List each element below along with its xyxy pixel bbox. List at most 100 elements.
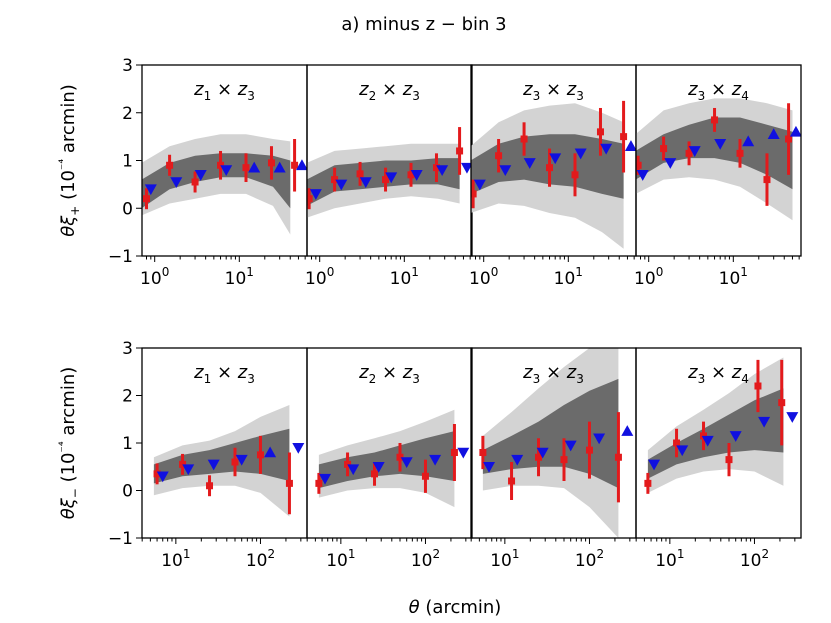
y-tick-label: −1 [108,247,133,267]
y-tick-label: 0 [122,482,133,502]
data-point [206,482,214,490]
model-point [347,464,360,476]
data-point [142,195,150,203]
y-tick-label: 0 [122,199,133,219]
y-tick-label: 1 [122,152,133,172]
model-point [648,459,661,471]
data-point [785,135,793,143]
panel-content [142,134,307,235]
x-tick-label: 101 [225,265,254,289]
panel-label-sub2: 3 [412,372,420,386]
model-point [483,461,496,473]
model-point [523,158,536,169]
x-tick-base: 10 [246,551,268,571]
data-point [242,164,250,172]
model-point [624,140,636,151]
x-tick-label: 102 [740,547,769,571]
model-point [220,165,233,177]
data-point [450,449,458,456]
model-point [410,170,423,181]
model-point [436,165,449,177]
x-tick-label: 100 [634,265,663,289]
figure-title: a) minus z − bin 3 [341,14,506,35]
x-tick-base: 10 [554,269,576,289]
y-label-xi: ξ [58,215,79,227]
model-point [767,128,780,140]
panel-label-sub1: 2 [369,372,377,386]
x-tick-base: 10 [140,269,162,289]
model-point [664,158,677,169]
x-tick-label: 101 [161,547,190,571]
panel-label-times: × [540,362,567,383]
model-point [207,459,220,471]
x-tick-label: 102 [575,547,604,571]
panel-label-z1: z [522,79,533,100]
data-point [382,176,390,184]
panel-label: z3 × z3 [522,79,584,103]
inner-band [636,117,793,190]
data-point [711,116,719,124]
model-point [144,184,157,196]
data-point [471,190,477,198]
panel-label: z2 × z3 [358,362,420,386]
panel-label-z1: z [522,362,533,383]
x-tick-exponent: 1 [575,265,583,279]
data-point [291,161,299,169]
model-point [273,161,286,173]
panel-label-times: × [211,362,238,383]
x-tick-base: 10 [326,551,348,571]
data-point [660,145,668,153]
data-point [231,458,239,466]
panel-label-sub2: 3 [412,89,420,103]
x-axis-label: θ (arcmin) [409,597,502,618]
panel-content [307,127,472,218]
y-label-subscript: + [68,206,82,216]
y-axis-label: θξ+ (10⁻⁴ arcmin) [56,84,82,237]
x-tick-label: 100 [140,265,169,289]
data-point [421,472,429,480]
y-tick-label: 2 [122,104,133,124]
panel-label-sub2: 3 [247,89,255,103]
model-point [636,170,649,181]
x-tick-exponent: 2 [761,547,769,561]
panel-label-times: × [705,79,732,100]
panel-label-z1: z [193,362,204,383]
data-point [644,479,652,487]
panel-1: z1 × z3 100 101 [140,64,308,289]
panel-content [636,98,801,221]
model-point [309,189,322,200]
x-tick-exponent: 2 [432,547,440,561]
data-point [763,176,771,184]
panel-label-z2: z [731,362,742,383]
data-point [371,470,379,478]
panel-label: z3 × z4 [687,362,749,386]
model-point [264,446,277,458]
model-point [319,473,332,485]
model-point [194,170,207,181]
model-point [429,454,442,466]
panel-frame [635,64,802,257]
panel-label-z2: z [566,79,577,100]
data-point [520,135,528,143]
data-point [166,161,174,169]
panel-label: z1 × z3 [193,79,255,103]
model-point [714,138,727,150]
y-label-unit-start: (10 [58,170,79,206]
data-point [673,439,681,447]
panel-label-sub1: 3 [533,89,541,103]
data-point [267,159,275,167]
data-point [456,147,464,155]
data-point [356,170,364,178]
panel-frame [635,347,802,539]
data-point [754,382,762,390]
y-label-exponent: ⁻⁴ [56,441,70,452]
